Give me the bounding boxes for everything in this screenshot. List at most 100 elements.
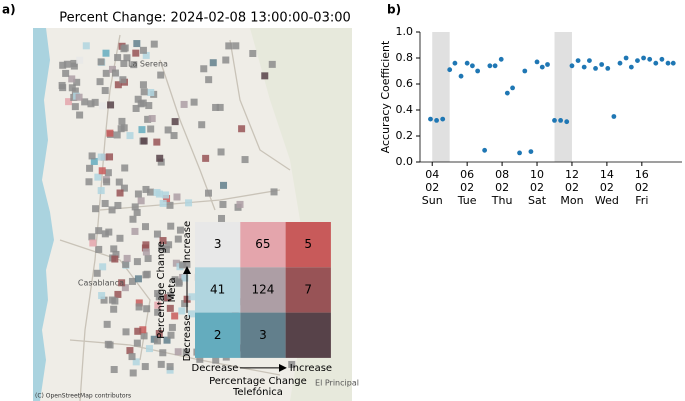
x-tick-label: 02 [460, 181, 474, 194]
map-cell [120, 184, 128, 192]
map-cell [114, 290, 122, 298]
map-cell [111, 69, 119, 77]
map-cell [157, 360, 165, 368]
x-tick-label: 02 [565, 181, 579, 194]
map-cell [179, 261, 187, 269]
point [504, 90, 510, 96]
axes-frame [419, 32, 682, 163]
map-cell [147, 125, 155, 133]
map-cell [157, 158, 165, 166]
map-cell [158, 244, 166, 252]
map-cell [99, 102, 107, 110]
map-cell [123, 54, 131, 62]
place-label: El Principal [315, 379, 359, 388]
map-base [33, 28, 352, 401]
legend-count: 2 [214, 328, 222, 342]
map-cell [68, 84, 76, 92]
y-axis-label: Accuracy Coefficient [379, 40, 392, 153]
point [482, 147, 488, 153]
map-cell [120, 59, 128, 67]
map-cell [139, 81, 147, 89]
x-tick-label: 16 [635, 168, 649, 181]
map-cell [133, 339, 141, 347]
map-cell [141, 244, 149, 252]
map-cell [200, 65, 208, 73]
map-cell [196, 355, 204, 363]
point [605, 66, 611, 71]
weekend-shade [432, 32, 450, 162]
map-cell [89, 239, 97, 247]
map-cell [96, 78, 104, 86]
legend-y-end: Increase [182, 221, 193, 263]
x-tick-label: 10 [530, 168, 544, 181]
map-cell [128, 277, 136, 285]
y-tick-label: 0.0 [396, 155, 414, 168]
map-cell [185, 199, 193, 207]
bivariate-legend: 3 65 5 41 124 7 2 3 Decrease Increase Percentage C… [156, 221, 332, 398]
map-cell [142, 223, 150, 231]
map-cell [58, 81, 66, 89]
map-cell [119, 76, 127, 84]
point [464, 60, 470, 66]
legend-x-label: Percentage Change [209, 376, 307, 387]
map-cell [154, 290, 162, 298]
map-cell [70, 59, 78, 67]
legend-cell [195, 312, 241, 358]
map-cell [132, 104, 140, 112]
point [498, 56, 504, 62]
map-cell [140, 332, 148, 340]
map-cell [129, 215, 137, 223]
map-cell [108, 65, 116, 73]
legend-cell [285, 312, 331, 358]
map-cell [94, 173, 102, 181]
legend-cell [195, 222, 241, 268]
map-cell [168, 323, 176, 331]
point [522, 68, 528, 74]
legend-y-label: Meta [167, 278, 178, 303]
map-cell [120, 45, 128, 53]
place-label: La Serena [128, 60, 168, 69]
map-cell [261, 72, 269, 80]
map-cell [133, 40, 141, 48]
legend-count: 65 [255, 237, 270, 251]
x-tick-label: 02 [530, 181, 544, 194]
map-cell [116, 189, 124, 197]
map-cell [99, 263, 107, 271]
map-cell [114, 54, 122, 62]
map-cell [173, 193, 181, 201]
x-tick-label: Mon [560, 194, 583, 207]
point [611, 114, 617, 119]
point [552, 118, 557, 123]
map-cell [236, 200, 244, 208]
panel-label: b) [387, 3, 401, 17]
map-cell [153, 230, 161, 238]
map-cell [174, 235, 182, 243]
attribution: (C) OpenStreetMap contributors [35, 393, 131, 400]
map-cell [76, 111, 84, 119]
point [564, 119, 570, 125]
weekend-shade [554, 32, 572, 162]
map-cell [219, 200, 227, 208]
map-cell [166, 366, 174, 374]
map-cells [58, 40, 296, 377]
map-cell [102, 69, 110, 77]
map-cell [112, 250, 120, 258]
map-cell [105, 228, 113, 236]
point [659, 56, 665, 62]
map-cell [88, 233, 96, 241]
map-cell [165, 241, 173, 249]
map-cell [162, 191, 170, 199]
y-tick-label: 0.2 [396, 129, 414, 142]
y-tick-label: 0.8 [396, 51, 414, 64]
map-cell [198, 121, 206, 129]
map-cell [122, 260, 130, 268]
map-cell [166, 363, 174, 371]
map-cell [114, 201, 122, 209]
legend-x-label: Telefónica [232, 386, 283, 398]
map-cell [137, 197, 145, 205]
map-cell [187, 310, 195, 318]
map-cell [95, 227, 103, 235]
point [653, 60, 659, 66]
map-cell [182, 348, 190, 356]
map-cell [103, 320, 111, 328]
